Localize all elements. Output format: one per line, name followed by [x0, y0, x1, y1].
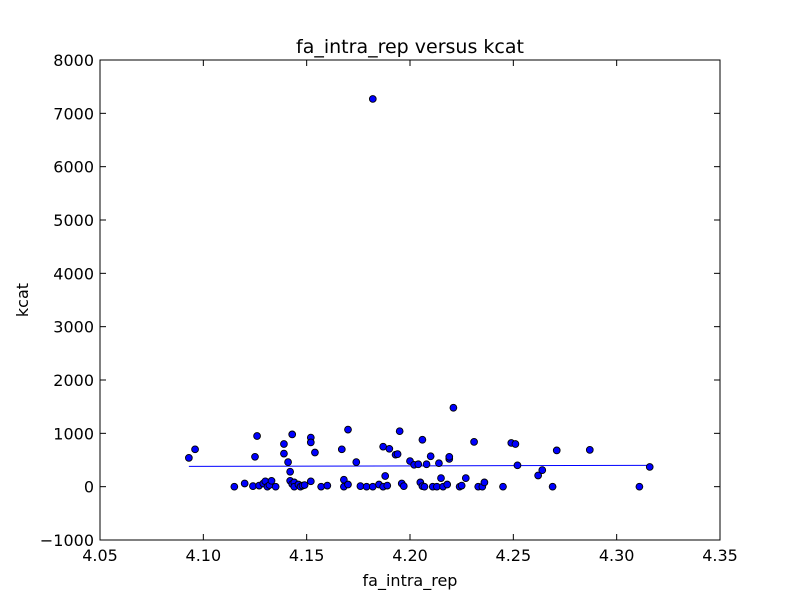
data-point — [185, 454, 193, 462]
data-point — [645, 463, 654, 471]
y-tick-label: 4000 — [53, 264, 94, 283]
chart-title: fa_intra_rep versus kcat — [296, 36, 524, 58]
data-point — [499, 482, 507, 491]
data-point — [420, 482, 429, 491]
data-point — [249, 482, 257, 490]
data-point — [552, 446, 561, 455]
data-point — [383, 481, 392, 490]
data-point — [240, 479, 249, 488]
data-point — [300, 481, 309, 489]
data-point — [385, 444, 394, 453]
plot-area — [99, 59, 721, 541]
data-point — [337, 445, 346, 454]
data-point — [418, 435, 427, 444]
data-point — [271, 482, 280, 491]
y-axis: −1000 0 1000 2000 3000 4000 5000 6000 7000 8000 — [40, 51, 720, 550]
data-point — [414, 460, 423, 469]
data-point — [267, 476, 276, 485]
y-tick-label: −1000 — [40, 531, 94, 550]
data-point — [445, 452, 454, 461]
data-point — [306, 438, 315, 447]
x-tick-label: 4.30 — [599, 546, 635, 565]
data-point — [311, 448, 319, 457]
x-tick-label: 4.15 — [289, 546, 325, 565]
data-point — [548, 482, 557, 491]
y-tick-label: 8000 — [53, 51, 94, 70]
data-point — [435, 459, 443, 468]
data-point — [457, 481, 466, 490]
data-point — [422, 460, 431, 469]
data-point — [480, 478, 489, 487]
x-tick-label: 4.10 — [186, 546, 222, 565]
data-point — [306, 477, 315, 486]
data-point — [280, 449, 288, 458]
y-tick-label: 2000 — [53, 371, 94, 390]
data-point — [395, 427, 404, 436]
data-point — [253, 432, 261, 440]
data-point — [381, 472, 390, 480]
x-tick-label: 4.20 — [392, 546, 428, 565]
data-point — [437, 474, 445, 482]
data-point — [251, 452, 259, 461]
data-point — [191, 445, 199, 454]
y-tick-label: 3000 — [53, 318, 94, 337]
data-point — [635, 482, 644, 491]
data-point — [368, 95, 377, 103]
data-point — [449, 403, 458, 412]
data-point — [513, 461, 522, 470]
data-point — [356, 482, 365, 490]
x-tick-label: 4.35 — [702, 546, 738, 565]
data-point — [461, 474, 470, 482]
data-point — [511, 440, 520, 448]
data-point — [288, 430, 297, 439]
plot-frame — [99, 59, 721, 541]
x-axis: 4.05 4.10 4.15 4.20 4.25 4.30 4.35 — [82, 60, 738, 565]
x-tick-label: 4.25 — [496, 546, 532, 565]
y-tick-label: 7000 — [53, 104, 94, 123]
data-point — [393, 450, 402, 458]
y-tick-label: 5000 — [53, 211, 94, 230]
y-tick-label: 6000 — [53, 158, 94, 177]
y-tick-label: 0 — [84, 478, 94, 497]
data-point — [323, 481, 332, 490]
data-point — [538, 466, 547, 474]
x-tick-label: 4.05 — [82, 546, 118, 565]
data-point — [426, 452, 435, 461]
data-point — [534, 471, 542, 480]
y-tick-label: 1000 — [53, 424, 94, 443]
data-point — [443, 480, 452, 489]
data-point — [230, 482, 239, 491]
data-point — [352, 458, 361, 466]
y-axis-label: kcat — [13, 283, 32, 317]
data-point — [470, 438, 478, 446]
data-point — [399, 482, 408, 490]
data-point — [344, 480, 352, 489]
data-point — [286, 467, 294, 476]
data-point — [317, 482, 325, 491]
data-series — [185, 95, 654, 491]
x-axis-label: fa_intra_rep — [363, 571, 458, 591]
data-point — [284, 458, 292, 466]
data-point — [344, 425, 352, 434]
data-point — [585, 446, 594, 454]
data-point — [280, 440, 288, 448]
